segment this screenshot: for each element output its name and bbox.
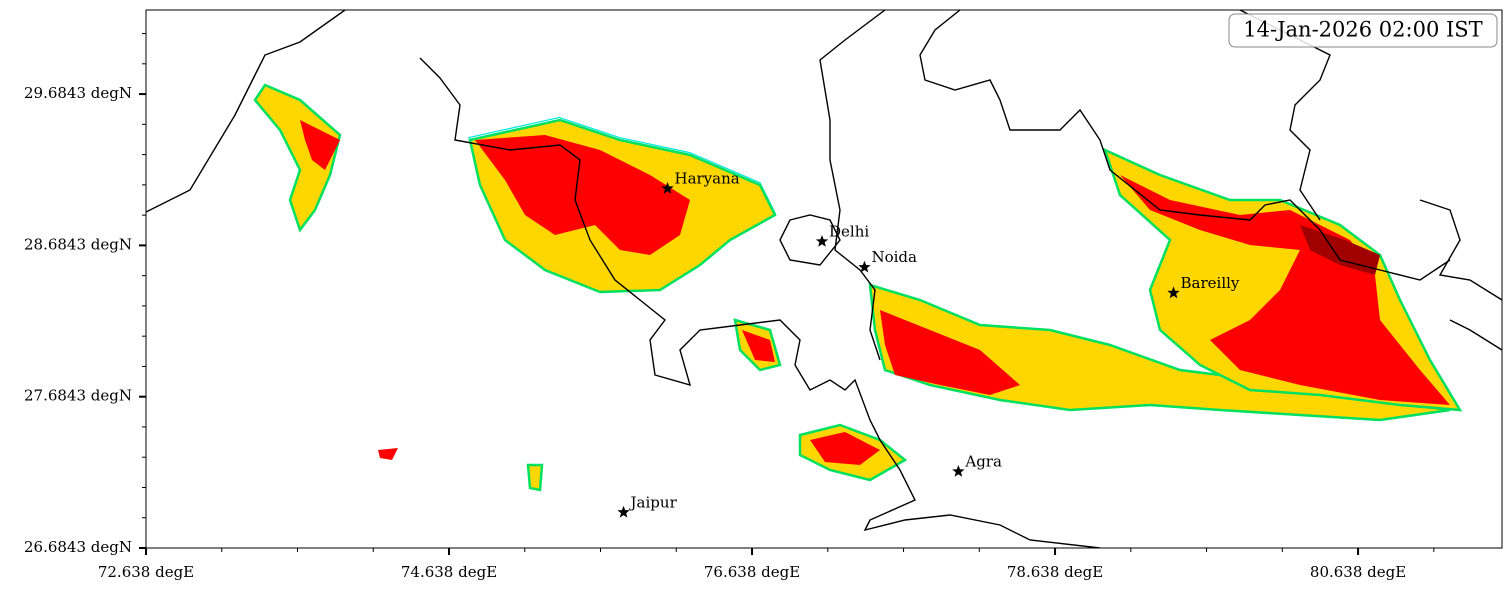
city-marker — [617, 505, 630, 518]
y-tick-label: 27.6843 degN — [24, 387, 132, 405]
city-label: Agra — [964, 452, 1002, 470]
city-label: Delhi — [829, 222, 869, 240]
city-marker — [815, 235, 829, 247]
x-tick-label: 78.638 degE — [1007, 563, 1103, 581]
timestamp-box — [1228, 13, 1498, 48]
x-tick-label: 74.638 degE — [401, 563, 497, 581]
y-tick-label: 29.6843 degN — [24, 84, 132, 102]
plot-frame — [145, 9, 1503, 549]
y-tick-label: 28.6843 degN — [24, 235, 132, 253]
map-layers — [146, 10, 1502, 548]
city-marker — [952, 465, 965, 477]
timestamp: 14-Jan-2026 02:00 IST — [1243, 18, 1482, 42]
y-tick-label: 26.6843 degN — [24, 538, 132, 556]
x-tick-label: 76.638 degE — [704, 563, 800, 581]
city-label: Jaipur — [629, 493, 678, 511]
city-label: Bareilly — [1181, 274, 1240, 292]
precip-contours — [253, 83, 1463, 492]
city-marker — [858, 260, 871, 273]
x-tick-label: 80.638 degE — [1310, 563, 1406, 581]
city-label: Haryana — [674, 170, 739, 188]
city-marker — [661, 182, 674, 194]
x-tick-label: 72.638 degE — [98, 563, 194, 581]
city-label: Noida — [871, 248, 917, 266]
city-marker — [1167, 286, 1180, 299]
